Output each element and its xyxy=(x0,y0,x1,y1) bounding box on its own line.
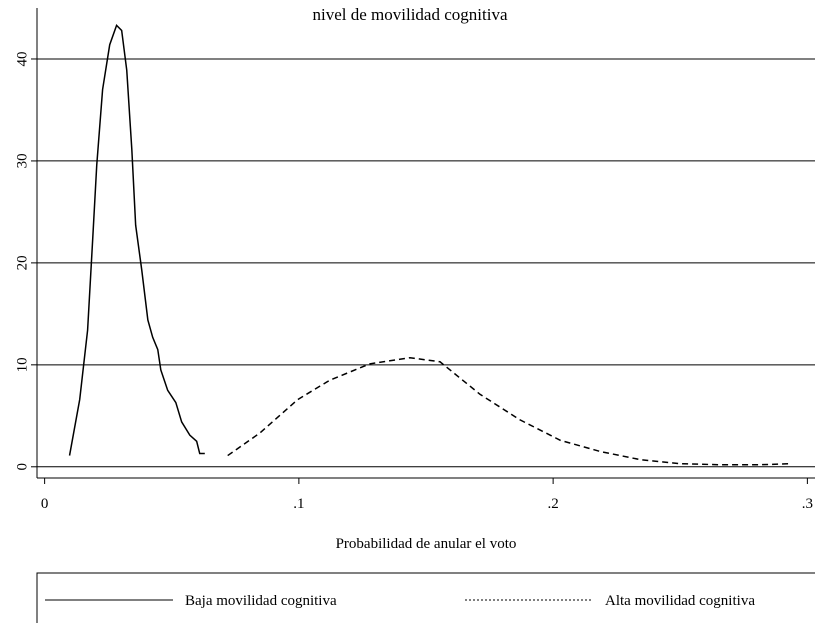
density-line xyxy=(68,23,205,456)
y-tick-label: 30 xyxy=(14,153,30,168)
x-tick-label: .2 xyxy=(547,496,558,512)
x-tick-label: .3 xyxy=(802,496,813,512)
x-axis-label: Probabilidad de anular el voto xyxy=(336,536,517,552)
x-tick-label: 0 xyxy=(41,496,49,512)
y-tick-label: 0 xyxy=(14,463,30,471)
y-tick-label: 10 xyxy=(14,357,30,372)
chart-title: nivel de movilidad cognitiva xyxy=(313,5,508,24)
density-line xyxy=(227,356,791,466)
legend-box xyxy=(36,572,815,623)
y-tick-label: 40 xyxy=(14,51,30,66)
y-tick-label: 20 xyxy=(14,255,30,270)
x-tick-label: .1 xyxy=(293,496,304,512)
legend-label: Alta movilidad cognitiva xyxy=(605,593,755,609)
legend-label: Baja movilidad cognitiva xyxy=(185,593,337,609)
